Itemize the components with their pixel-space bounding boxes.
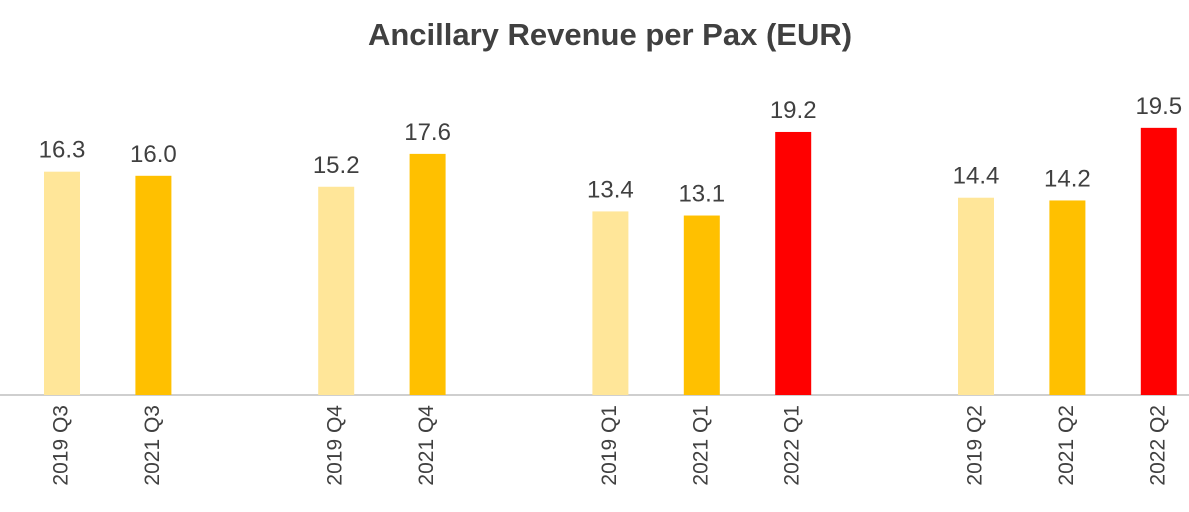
bar	[958, 197, 994, 395]
data-label: 13.1	[678, 181, 725, 208]
data-label: 15.2	[313, 152, 360, 179]
x-tick-label: 2019 Q2	[964, 405, 987, 486]
data-label: 19.2	[770, 97, 817, 124]
chart-title: Ancillary Revenue per Pax (EUR)	[368, 17, 852, 52]
x-tick-label: 2019 Q1	[598, 405, 621, 486]
x-tick-label: 2022 Q1	[781, 405, 804, 486]
x-tick-label: 2021 Q1	[689, 405, 712, 486]
bar	[592, 211, 629, 395]
data-label: 16.3	[39, 137, 86, 164]
bar	[1049, 200, 1086, 395]
bar	[683, 215, 720, 395]
x-tick-label: 2019 Q3	[50, 405, 73, 486]
data-label: 14.4	[953, 163, 1000, 190]
bar	[318, 186, 355, 395]
x-tick-label: 2021 Q3	[141, 405, 164, 486]
x-tick-label: 2019 Q4	[324, 405, 347, 486]
data-label: 19.5	[1135, 93, 1182, 120]
x-tick-label: 2021 Q2	[1055, 405, 1078, 486]
bar	[409, 153, 446, 395]
data-label: 17.6	[404, 119, 451, 146]
data-label: 13.4	[587, 176, 634, 203]
data-label: 14.2	[1044, 165, 1091, 192]
bar	[44, 171, 80, 395]
data-label: 16.0	[130, 141, 177, 168]
x-tick-label: 2022 Q2	[1146, 405, 1169, 486]
bar	[135, 175, 172, 395]
bar	[1140, 127, 1177, 395]
x-tick-label: 2021 Q4	[415, 405, 438, 486]
bar	[775, 131, 812, 395]
